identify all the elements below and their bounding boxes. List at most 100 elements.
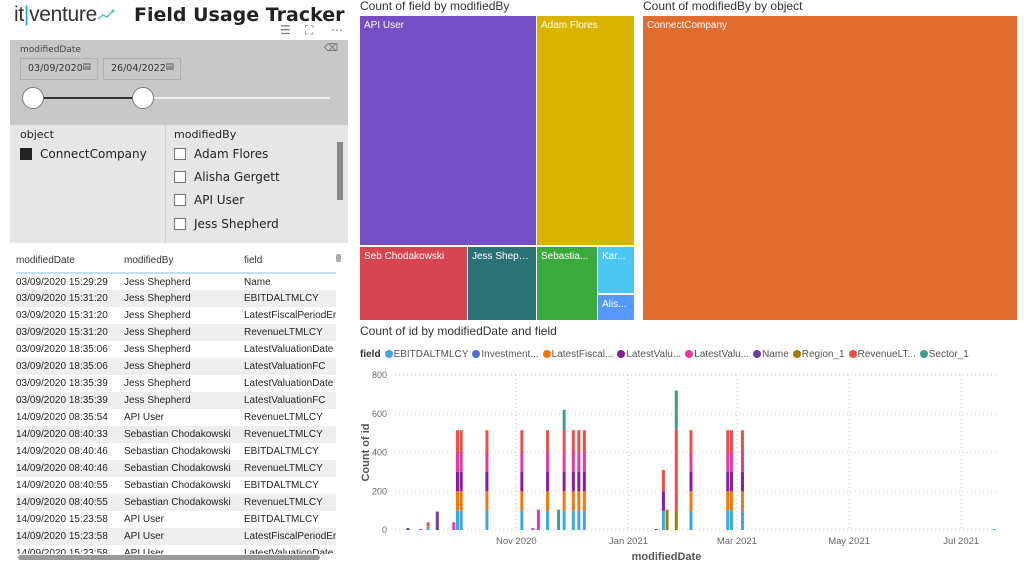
treemap-tile[interactable]: Adam Flores <box>537 16 634 245</box>
table-horizontal-scrollbar[interactable] <box>18 555 320 560</box>
legend-item[interactable]: Investment... <box>472 349 539 360</box>
end-date-input[interactable]: 26/04/2022 ▤ <box>103 58 181 80</box>
table-cell: 14/09/2020 15:23:58 <box>16 548 108 554</box>
y-axis-title: Count of id <box>360 423 372 481</box>
bar-segment <box>536 509 540 530</box>
legend-label: LatestFiscal... <box>551 349 614 360</box>
bar-segment <box>426 526 430 529</box>
modifiedby-item[interactable]: Adam Flores <box>174 147 268 161</box>
legend-label: Name <box>762 349 789 360</box>
table-row[interactable]: 14/09/2020 15:23:58 API User LatestFiscalP… <box>16 528 336 545</box>
item-label: Adam Flores <box>194 147 269 161</box>
column-header[interactable]: modifiedDate <box>16 255 75 266</box>
legend-item[interactable]: Region_1 <box>792 349 845 360</box>
table-cell: API User <box>124 548 165 554</box>
table-cell: 03/09/2020 15:31:20 <box>16 310 108 321</box>
item-label: Jess Shepherd <box>194 217 279 231</box>
slicer-scrollbar[interactable] <box>337 142 343 200</box>
treemap-tile[interactable]: Seb Chodakowski <box>360 247 467 320</box>
start-date-value: 03/09/2020 <box>28 63 83 74</box>
checkbox[interactable] <box>174 218 186 230</box>
legend-item[interactable]: LatestValu... <box>617 349 681 360</box>
table-cell: API User <box>124 514 165 525</box>
treemap-tile[interactable]: ConnectCompany <box>643 16 1017 320</box>
treemap-tile[interactable]: Jess Sheph... <box>468 247 536 320</box>
start-date-input[interactable]: 03/09/2020 ▤ <box>20 58 98 80</box>
bar-segment <box>674 390 678 430</box>
table-row[interactable]: 14/09/2020 08:40:46 Sebastian Chodakowski… <box>16 443 336 460</box>
table-row[interactable]: 14/09/2020 15:23:58 API User EBITDALTMLCY <box>16 511 336 528</box>
checkbox[interactable] <box>174 148 186 160</box>
legend-item[interactable]: Name <box>753 349 789 360</box>
treemap-tile[interactable]: API User <box>360 16 536 245</box>
checkbox[interactable] <box>174 171 186 183</box>
object-item-connectcompany[interactable]: ConnectCompany <box>20 147 147 161</box>
bar-segment <box>520 430 524 453</box>
bar-segment <box>577 510 581 530</box>
legend-item[interactable]: Sector_1 <box>919 349 969 360</box>
table-cell: Jess Shepherd <box>124 358 244 375</box>
table-row[interactable]: 03/09/2020 15:31:20 Jess Shepherd LatestFi… <box>16 307 336 324</box>
bar-segment <box>661 491 665 511</box>
treemap-tile[interactable]: Alis... <box>598 295 634 320</box>
focus-mode-icon[interactable]: ⛶ <box>305 23 314 37</box>
x-tick-label: May 2021 <box>828 536 870 547</box>
calendar-icon[interactable]: ▤ <box>82 62 91 72</box>
modifiedby-item[interactable]: API User <box>174 193 244 207</box>
table-cell: 03/09/2020 15:31:20 <box>16 324 124 341</box>
bar-segment <box>740 430 744 453</box>
table-row[interactable]: 03/09/2020 15:31:20 Jess Shepherd RevenueL… <box>16 324 336 341</box>
table-row[interactable]: 14/09/2020 08:40:55 Sebastian Chodakowski… <box>16 477 336 494</box>
checkbox[interactable] <box>20 148 32 160</box>
table-cell: Jess Shepherd <box>124 344 191 355</box>
table-vertical-scrollbar[interactable] <box>336 254 341 262</box>
bar-segment <box>485 452 489 472</box>
table-row[interactable]: 03/09/2020 18:35:39 Jess Shepherd LatestVa… <box>16 392 336 409</box>
legend-dot-icon <box>919 350 928 358</box>
table-row[interactable]: 14/09/2020 08:35:54 API User RevenueLTMLCY <box>16 409 336 426</box>
table-row[interactable]: 14/09/2020 15:23:58 API User LatestValuati… <box>16 545 336 554</box>
modifiedby-item[interactable]: Jess Shepherd <box>174 217 279 231</box>
bar-segment <box>661 469 665 492</box>
bar-segment <box>546 471 550 492</box>
bar-segment <box>726 471 730 492</box>
date-slider-start-handle[interactable] <box>22 87 44 109</box>
table-cell: 14/09/2020 08:40:33 <box>16 426 124 443</box>
table-row[interactable]: 03/09/2020 15:29:29 Jess Shepherd Name <box>16 273 336 290</box>
legend-item[interactable]: EBITDALTMLCY <box>384 349 468 360</box>
table-row[interactable]: 14/09/2020 08:40:46 Sebastian Chodakowski… <box>16 460 336 477</box>
column-header[interactable]: field <box>244 255 263 266</box>
treemap-tile[interactable]: Kar... <box>598 247 634 293</box>
table-row[interactable]: 14/09/2020 08:40:33 Sebastian Chodakowski… <box>16 426 336 443</box>
table-row[interactable]: 03/09/2020 18:35:39 Jess Shepherd LatestVa… <box>16 375 336 392</box>
legend-item[interactable]: LatestValu... <box>685 349 749 360</box>
eraser-icon[interactable]: ⌫ <box>323 43 338 54</box>
table-row[interactable]: 03/09/2020 18:35:06 Jess Shepherd LatestVa… <box>16 358 336 375</box>
bar-segment <box>459 452 463 472</box>
table-row[interactable]: 14/09/2020 08:40:55 Sebastian Chodakowski… <box>16 494 336 511</box>
legend-item[interactable]: LatestFiscal... <box>542 349 614 360</box>
object-slicer-label: object <box>20 128 54 141</box>
date-slider-track[interactable] <box>33 97 330 99</box>
date-slider-end-handle[interactable] <box>132 87 154 109</box>
logo-text: it <box>14 3 24 26</box>
table-row[interactable]: 03/09/2020 15:31:20 Jess Shepherd EBITDALT… <box>16 290 336 307</box>
treemap-tile[interactable]: Sebastia... <box>537 247 597 320</box>
modifiedby-item[interactable]: Alisha Gergett <box>174 170 280 184</box>
column-header[interactable]: modifiedBy <box>124 255 174 266</box>
bar-segment <box>577 452 581 472</box>
calendar-icon[interactable]: ▤ <box>165 62 174 72</box>
bar-segment <box>571 452 575 472</box>
checkbox[interactable] <box>174 194 186 206</box>
table-row[interactable]: 03/09/2020 18:35:06 Jess Shepherd LatestVa… <box>16 341 336 358</box>
bar-segment <box>456 510 460 530</box>
bar-segment <box>726 430 730 453</box>
table-cell: Jess Shepherd <box>124 290 244 307</box>
bar-segment <box>726 491 730 511</box>
bar-segment <box>426 528 430 530</box>
filter-icon[interactable]: ☰ <box>280 23 291 37</box>
table-cell: Jess Shepherd <box>124 324 244 341</box>
legend-item[interactable]: RevenueLT... <box>848 349 916 360</box>
table-cell: LatestValuationFC <box>244 392 336 409</box>
more-options-icon[interactable]: ⋯ <box>331 23 343 37</box>
